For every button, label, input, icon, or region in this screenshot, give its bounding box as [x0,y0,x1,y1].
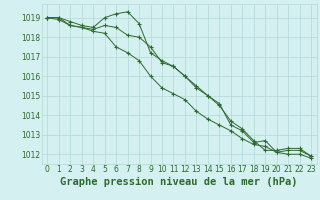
X-axis label: Graphe pression niveau de la mer (hPa): Graphe pression niveau de la mer (hPa) [60,177,298,187]
